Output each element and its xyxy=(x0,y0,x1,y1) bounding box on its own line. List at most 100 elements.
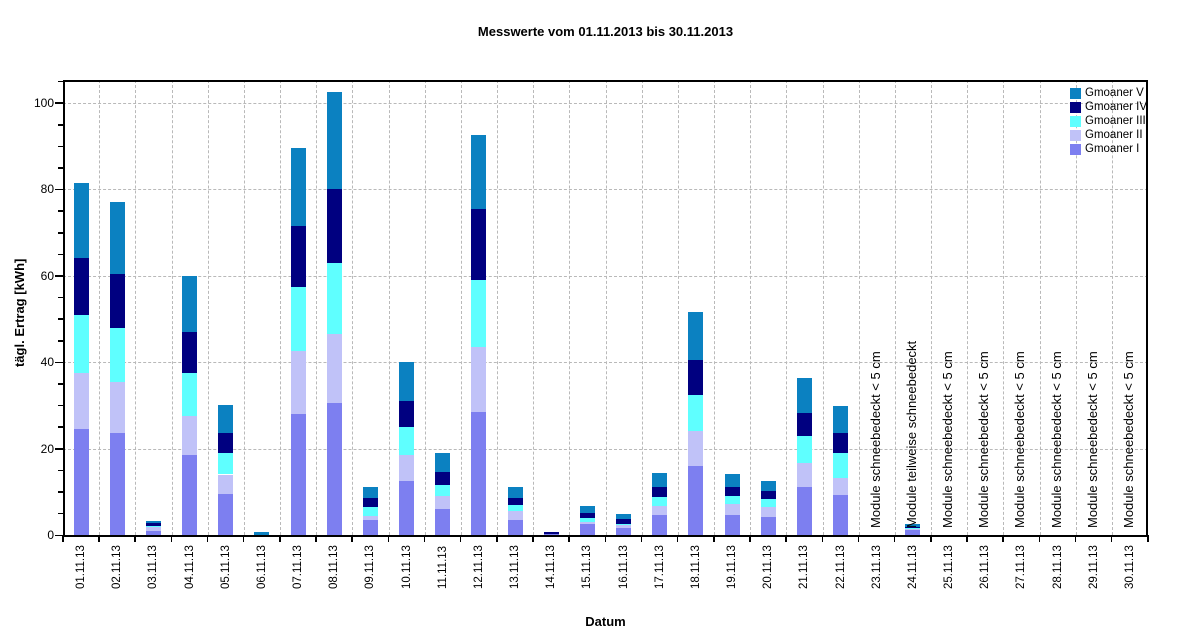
x-tick-label: 22.11.13 xyxy=(834,545,847,589)
v-gridline xyxy=(424,80,426,535)
bar-segment xyxy=(616,527,632,535)
v-gridline xyxy=(677,80,679,535)
bar-segment xyxy=(362,498,378,507)
x-tick-label: 02.11.13 xyxy=(111,545,124,589)
bar-segment xyxy=(218,474,234,494)
bar-segment xyxy=(362,487,378,499)
bar-segment xyxy=(833,478,849,495)
y-tick-mark xyxy=(58,167,63,169)
x-tick-label: 08.11.13 xyxy=(328,545,341,589)
v-gridline xyxy=(605,80,607,535)
legend-label: Gmoaner II xyxy=(1085,129,1143,141)
bar-segment xyxy=(652,486,668,497)
legend-label: Gmoaner I xyxy=(1085,143,1140,155)
x-tick-label: 29.11.13 xyxy=(1087,545,1100,589)
bar-segment xyxy=(905,526,921,529)
annotation-text: Module teilweise schneebedeckt xyxy=(903,340,919,528)
bar-segment xyxy=(616,525,632,528)
x-tick-label: 17.11.13 xyxy=(653,545,666,589)
y-tick-label: 60 xyxy=(40,268,54,283)
bar-segment xyxy=(435,485,451,497)
x-tick-mark xyxy=(134,535,136,542)
annotation-text: Module schneebedeckt < 5 cm xyxy=(1084,351,1100,528)
legend-swatch-icon xyxy=(1070,115,1081,127)
annotation-text: Module schneebedeckt < 5 cm xyxy=(940,351,956,528)
bar-segment xyxy=(652,496,668,507)
y-tick-mark xyxy=(55,102,63,104)
y-tick-mark xyxy=(55,361,63,364)
v-gridline xyxy=(714,80,715,535)
bar-segment xyxy=(290,286,306,352)
bar-segment xyxy=(616,519,632,524)
bar-segment xyxy=(688,465,704,535)
v-gridline xyxy=(931,80,932,535)
x-tick-label: 18.11.13 xyxy=(689,545,702,589)
x-tick-label: 07.11.13 xyxy=(292,545,305,589)
v-gridline xyxy=(822,80,824,535)
x-tick-label: 13.11.13 xyxy=(509,545,522,589)
x-tick-label: 01.11.13 xyxy=(75,545,88,589)
v-gridline xyxy=(243,80,245,535)
x-tick-mark xyxy=(930,535,932,542)
x-tick-label: 26.11.13 xyxy=(979,545,992,589)
bar-segment xyxy=(109,433,125,535)
y-tick-mark xyxy=(55,534,63,536)
y-tick-mark xyxy=(58,491,63,493)
legend-item: Gmoaner IV xyxy=(1070,100,1147,114)
x-tick-label: 25.11.13 xyxy=(943,545,956,589)
bar-segment xyxy=(507,498,523,505)
y-tick-mark xyxy=(58,296,63,299)
x-tick-mark xyxy=(423,535,426,542)
x-tick-mark xyxy=(568,535,570,542)
x-tick-mark xyxy=(1002,535,1004,542)
bar-segment xyxy=(73,429,89,535)
x-tick-mark xyxy=(496,535,498,542)
legend-swatch-icon xyxy=(1070,143,1081,155)
bar-segment xyxy=(145,523,161,526)
y-tick-mark xyxy=(58,469,63,472)
y-tick-label: 20 xyxy=(40,441,54,456)
bar-segment xyxy=(399,401,415,427)
bar-segment xyxy=(507,487,523,499)
bar-segment xyxy=(399,480,415,535)
bar-segment xyxy=(579,517,595,523)
v-gridline xyxy=(967,80,969,535)
bar-segment xyxy=(290,414,306,535)
x-tick-label: 23.11.13 xyxy=(870,545,883,589)
x-tick-mark xyxy=(98,535,100,542)
bar-segment xyxy=(796,413,812,437)
bar-segment xyxy=(254,531,270,535)
v-gridline xyxy=(750,80,752,535)
legend-label: Gmoaner III xyxy=(1085,115,1146,127)
x-tick-mark xyxy=(206,535,209,542)
bar-segment xyxy=(326,92,342,190)
x-tick-mark xyxy=(640,535,643,542)
y-tick-mark xyxy=(58,404,63,407)
y-tick-mark xyxy=(58,340,63,342)
bar-segment xyxy=(833,453,849,479)
v-gridline xyxy=(497,80,498,535)
bar-segment xyxy=(833,433,849,454)
bar-segment xyxy=(471,347,487,412)
bar-segment xyxy=(362,515,378,520)
bar-segment xyxy=(73,372,89,430)
bar-segment xyxy=(796,436,812,463)
x-tick-mark xyxy=(1038,535,1040,542)
x-tick-mark xyxy=(1147,535,1149,542)
x-tick-label: 24.11.13 xyxy=(906,545,919,589)
bar-segment xyxy=(688,394,704,432)
bar-segment xyxy=(218,405,234,434)
x-tick-label: 09.11.13 xyxy=(364,545,377,589)
x-tick-label: 14.11.13 xyxy=(545,545,558,589)
bar-segment xyxy=(109,273,125,328)
v-gridline xyxy=(135,80,137,535)
x-tick-label: 20.11.13 xyxy=(762,545,775,589)
x-tick-mark xyxy=(785,535,787,542)
legend-item: Gmoaner I xyxy=(1070,142,1147,156)
bar-segment xyxy=(688,312,704,360)
bar-segment xyxy=(145,525,161,528)
x-tick-mark xyxy=(315,535,317,542)
bar-segment xyxy=(471,135,487,209)
bar-segment xyxy=(905,528,921,531)
